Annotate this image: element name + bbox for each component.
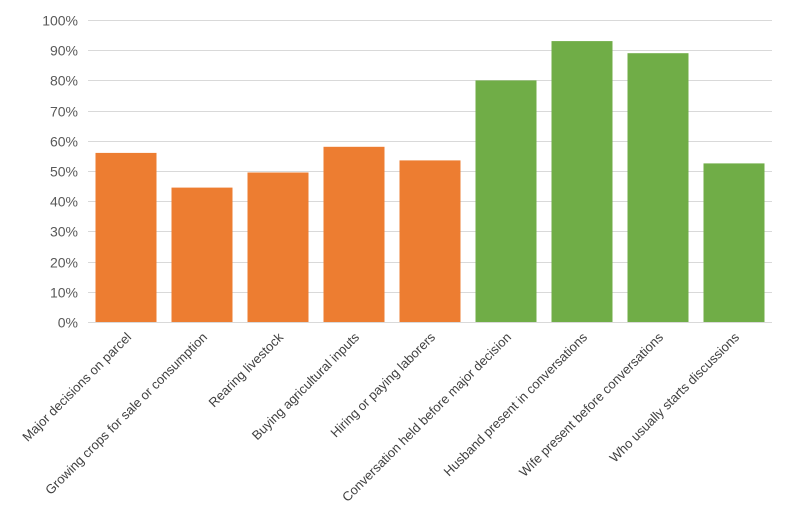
y-tick-label: 90% bbox=[50, 43, 78, 59]
y-tick-label: 60% bbox=[50, 134, 78, 150]
bar bbox=[247, 172, 309, 322]
y-tick-label: 10% bbox=[50, 285, 78, 301]
bar bbox=[171, 187, 233, 322]
bar bbox=[627, 53, 689, 322]
y-tick-label: 50% bbox=[50, 164, 78, 180]
x-category-label: Who usually starts discussions bbox=[606, 329, 742, 465]
y-tick-label: 40% bbox=[50, 194, 78, 210]
x-category-label: Wife present before conversations bbox=[516, 329, 666, 479]
x-category-label: Rearing livestock bbox=[206, 329, 287, 410]
y-axis-tick-labels: 0% 10% 20% 30% 40% 50% 60% 70% 80% 90% 100% bbox=[42, 13, 78, 331]
y-tick-label: 80% bbox=[50, 73, 78, 89]
bars bbox=[95, 41, 765, 323]
x-category-label: Conversation held before major decision bbox=[339, 330, 514, 505]
y-tick-label: 100% bbox=[42, 13, 78, 29]
x-category-label: Growing crops for sale or consumption bbox=[42, 330, 210, 498]
bar bbox=[95, 152, 157, 322]
y-tick-label: 0% bbox=[58, 315, 78, 331]
y-tick-label: 30% bbox=[50, 224, 78, 240]
y-tick-label: 20% bbox=[50, 255, 78, 271]
bar bbox=[323, 146, 385, 322]
x-category-label: Husband present in conversations bbox=[441, 329, 591, 479]
bar bbox=[551, 41, 613, 322]
y-tick-label: 70% bbox=[50, 104, 78, 120]
bar bbox=[703, 163, 765, 322]
bar bbox=[475, 80, 537, 323]
bar bbox=[399, 160, 461, 322]
